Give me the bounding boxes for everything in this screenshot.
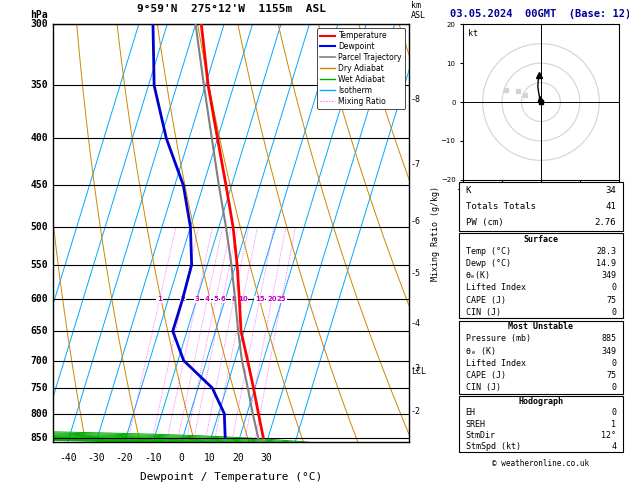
Legend: Temperature, Dewpoint, Parcel Trajectory, Dry Adiabat, Wet Adiabat, Isotherm, Mi: Temperature, Dewpoint, Parcel Trajectory… xyxy=(317,28,405,109)
Text: 10: 10 xyxy=(204,453,216,463)
Text: -4: -4 xyxy=(411,319,421,328)
Text: 75: 75 xyxy=(606,371,616,380)
Text: 0: 0 xyxy=(611,383,616,392)
Text: -40: -40 xyxy=(59,453,77,463)
Text: 0: 0 xyxy=(611,408,616,417)
Text: 0: 0 xyxy=(611,283,616,293)
Text: 450: 450 xyxy=(31,180,48,190)
Text: 30: 30 xyxy=(261,453,272,463)
Text: 15: 15 xyxy=(255,296,264,302)
Text: 800: 800 xyxy=(31,409,48,418)
Text: PW (cm): PW (cm) xyxy=(465,218,503,227)
Text: -6: -6 xyxy=(411,217,421,226)
Text: -2: -2 xyxy=(411,407,421,416)
Text: Dewp (°C): Dewp (°C) xyxy=(465,259,511,268)
Text: 3: 3 xyxy=(194,296,199,302)
Text: 1: 1 xyxy=(611,419,616,429)
Text: Dewpoint / Temperature (°C): Dewpoint / Temperature (°C) xyxy=(140,471,322,482)
Text: -7: -7 xyxy=(411,160,421,169)
Text: 34: 34 xyxy=(606,186,616,195)
Text: Totals Totals: Totals Totals xyxy=(465,202,535,211)
Text: 349: 349 xyxy=(601,271,616,280)
Text: CIN (J): CIN (J) xyxy=(465,308,501,317)
Text: 750: 750 xyxy=(31,383,48,393)
Text: Pressure (mb): Pressure (mb) xyxy=(465,334,531,344)
Text: 41: 41 xyxy=(606,202,616,211)
FancyBboxPatch shape xyxy=(459,233,623,318)
Text: 850: 850 xyxy=(31,433,48,443)
Text: Lifted Index: Lifted Index xyxy=(465,359,526,368)
Text: SREH: SREH xyxy=(465,419,486,429)
Text: -10: -10 xyxy=(144,453,162,463)
Text: 1: 1 xyxy=(157,296,162,302)
Text: CIN (J): CIN (J) xyxy=(465,383,501,392)
Text: 2.76: 2.76 xyxy=(594,218,616,227)
Text: CAPE (J): CAPE (J) xyxy=(465,295,506,305)
Text: θₑ(K): θₑ(K) xyxy=(465,271,491,280)
Text: 550: 550 xyxy=(31,260,48,270)
Text: 500: 500 xyxy=(31,222,48,232)
Text: -3: -3 xyxy=(411,364,421,373)
Text: 300: 300 xyxy=(31,19,48,29)
Text: 4: 4 xyxy=(205,296,210,302)
Text: LCL: LCL xyxy=(411,367,426,376)
Text: CAPE (J): CAPE (J) xyxy=(465,371,506,380)
Text: StmDir: StmDir xyxy=(465,431,496,440)
FancyBboxPatch shape xyxy=(459,321,623,394)
Text: 8: 8 xyxy=(231,296,237,302)
Text: Lifted Index: Lifted Index xyxy=(465,283,526,293)
Text: kt: kt xyxy=(468,29,478,38)
Text: 0: 0 xyxy=(611,308,616,317)
Text: 25: 25 xyxy=(277,296,286,302)
Text: 885: 885 xyxy=(601,334,616,344)
Text: EH: EH xyxy=(465,408,476,417)
Text: 400: 400 xyxy=(31,134,48,143)
Text: 0: 0 xyxy=(179,453,184,463)
Text: km
ASL: km ASL xyxy=(411,0,426,20)
Text: 12°: 12° xyxy=(601,431,616,440)
Text: hPa: hPa xyxy=(31,10,48,20)
Text: © weatheronline.co.uk: © weatheronline.co.uk xyxy=(493,459,589,469)
FancyBboxPatch shape xyxy=(459,182,623,231)
FancyBboxPatch shape xyxy=(459,396,623,452)
Text: Hodograph: Hodograph xyxy=(518,397,564,406)
Text: Surface: Surface xyxy=(523,235,559,244)
Text: StmSpd (kt): StmSpd (kt) xyxy=(465,442,521,451)
Text: 4: 4 xyxy=(611,442,616,451)
Text: -20: -20 xyxy=(116,453,133,463)
Text: 350: 350 xyxy=(31,81,48,90)
Text: 20: 20 xyxy=(232,453,244,463)
Text: 2: 2 xyxy=(181,296,185,302)
Text: 10: 10 xyxy=(238,296,248,302)
Text: 03.05.2024  00GMT  (Base: 12): 03.05.2024 00GMT (Base: 12) xyxy=(450,9,629,19)
Text: -5: -5 xyxy=(411,269,421,278)
Text: 9°59'N  275°12'W  1155m  ASL: 9°59'N 275°12'W 1155m ASL xyxy=(136,4,326,14)
Text: Temp (°C): Temp (°C) xyxy=(465,247,511,256)
Text: K: K xyxy=(465,186,471,195)
Text: -30: -30 xyxy=(87,453,105,463)
Text: Mixing Ratio (g/kg): Mixing Ratio (g/kg) xyxy=(431,186,440,281)
Text: 600: 600 xyxy=(31,295,48,304)
Text: 349: 349 xyxy=(601,347,616,356)
Text: 650: 650 xyxy=(31,326,48,336)
Text: 0: 0 xyxy=(611,359,616,368)
Text: 14.9: 14.9 xyxy=(596,259,616,268)
Text: 5: 5 xyxy=(213,296,218,302)
Text: 6: 6 xyxy=(220,296,225,302)
Text: Most Unstable: Most Unstable xyxy=(508,322,574,331)
Text: 75: 75 xyxy=(606,295,616,305)
Text: 700: 700 xyxy=(31,356,48,365)
Text: 28.3: 28.3 xyxy=(596,247,616,256)
Text: θₑ (K): θₑ (K) xyxy=(465,347,496,356)
Text: 20: 20 xyxy=(267,296,277,302)
Text: -8: -8 xyxy=(411,95,421,104)
